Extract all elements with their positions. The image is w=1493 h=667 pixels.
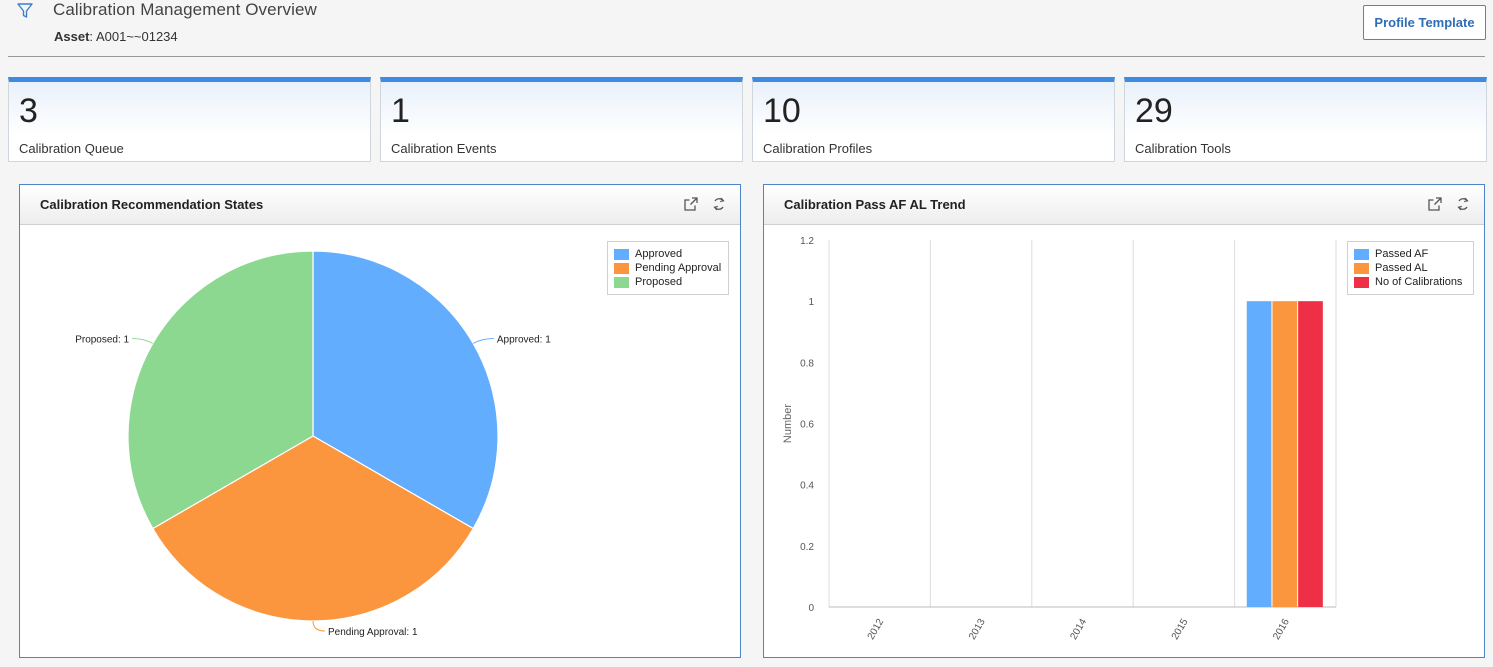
pie-label-connector — [312, 620, 326, 632]
refresh-icon[interactable] — [1455, 196, 1471, 212]
legend-label: Pending Approval — [635, 262, 722, 274]
pie-slice-proposed[interactable] — [127, 250, 314, 530]
pie-data-label-proposed: Proposed: 1 — [75, 335, 129, 346]
y-tick-label: 0.2 — [800, 542, 814, 553]
kpi-label: Calibration Events — [391, 141, 497, 156]
y-tick-label: 0.4 — [800, 481, 814, 492]
filter-icon[interactable] — [16, 2, 34, 20]
y-tick-label: 1.2 — [800, 236, 814, 247]
kpi-calibration-events[interactable]: 1 Calibration Events — [380, 77, 743, 162]
legend-item-passed-af[interactable]: Passed AF — [1354, 247, 1467, 261]
recommendation-states-panel: Calibration Recommendation States Approv… — [19, 184, 741, 658]
bar-passed-af-2016[interactable] — [1246, 301, 1272, 607]
legend-item-passed-al[interactable]: Passed AL — [1354, 261, 1467, 275]
legend-swatch — [1354, 262, 1369, 274]
kpi-value: 3 — [19, 92, 38, 130]
pie-slice-approved[interactable] — [312, 250, 499, 530]
profile-template-button[interactable]: Profile Template — [1363, 5, 1486, 40]
x-tick-label: 2014 — [1068, 617, 1089, 642]
kpi-calibration-tools[interactable]: 29 Calibration Tools — [1124, 77, 1487, 162]
x-tick-label: 2012 — [866, 617, 887, 642]
legend-label: Proposed — [635, 276, 683, 288]
pie-label-connector — [132, 338, 154, 344]
pass-af-al-trend-panel: Calibration Pass AF AL Trend 0 0.2 0.4 0.6 0… — [763, 184, 1485, 658]
kpi-label: Calibration Tools — [1135, 141, 1231, 156]
legend-swatch — [1354, 248, 1369, 260]
header-divider — [8, 56, 1485, 57]
external-link-icon[interactable] — [1427, 196, 1443, 212]
bar-chart: 0 0.2 0.4 0.6 0.8 1 1.2 Number 2012 2013 2014 2015 2… — [782, 236, 1337, 642]
kpi-value: 10 — [763, 92, 801, 130]
refresh-icon[interactable] — [711, 196, 727, 212]
legend-item-no-of-calibrations[interactable]: No of Calibrations — [1354, 275, 1467, 289]
panel-title: Calibration Recommendation States — [40, 197, 264, 212]
page-header: Calibration Management Overview Asset: A… — [0, 0, 1493, 58]
kpi-calibration-queue[interactable]: 3 Calibration Queue — [8, 77, 371, 162]
external-link-icon[interactable] — [683, 196, 699, 212]
legend-swatch — [614, 248, 629, 260]
panel-header: Calibration Pass AF AL Trend — [764, 185, 1484, 225]
legend-label: Passed AF — [1375, 248, 1429, 260]
legend-item-pending-approval[interactable]: Pending Approval — [614, 261, 722, 275]
y-axis-label: Number — [782, 404, 794, 443]
pie-slice-pending-approval[interactable] — [151, 435, 475, 622]
pie-legend: Approved Pending Approval Proposed — [607, 241, 729, 295]
legend-swatch — [614, 262, 629, 274]
pie-data-label-approved: Approved: 1 — [497, 335, 551, 346]
asset-value: A001~~01234 — [95, 29, 178, 44]
x-tick-label: 2016 — [1271, 617, 1292, 642]
kpi-value: 1 — [391, 92, 410, 130]
bar-passed-al-2016[interactable] — [1272, 301, 1298, 607]
kpi-label: Calibration Profiles — [763, 141, 873, 156]
y-tick-label: 0 — [808, 603, 814, 614]
panel-title: Calibration Pass AF AL Trend — [784, 197, 966, 212]
pie-label-connector — [472, 338, 494, 344]
legend-item-approved[interactable]: Approved — [614, 247, 722, 261]
panel-header: Calibration Recommendation States — [20, 185, 740, 225]
bar-no-of-calibrations-2016[interactable] — [1298, 301, 1323, 607]
kpi-label: Calibration Queue — [19, 141, 124, 156]
pie-chart: Approved: 1 Pending Approval: 1 Proposed: … — [75, 250, 551, 638]
page-title: Calibration Management Overview — [53, 0, 317, 19]
x-tick-label: 2015 — [1170, 617, 1191, 642]
legend-label: No of Calibrations — [1375, 276, 1463, 288]
y-tick-label: 0.6 — [800, 420, 814, 431]
x-tick-label: 2013 — [967, 617, 988, 642]
y-tick-label: 1 — [808, 297, 814, 308]
y-tick-label: 0.8 — [800, 358, 814, 369]
asset-info: Asset: A001~~01234 — [54, 29, 178, 44]
legend-swatch — [614, 276, 629, 288]
asset-label: Asset — [54, 29, 90, 44]
legend-item-proposed[interactable]: Proposed — [614, 275, 722, 289]
kpi-calibration-profiles[interactable]: 10 Calibration Profiles — [752, 77, 1115, 162]
legend-swatch — [1354, 276, 1369, 288]
bar-legend: Passed AF Passed AL No of Calibrations — [1347, 241, 1474, 295]
kpi-value: 29 — [1135, 92, 1173, 130]
legend-label: Approved — [635, 248, 683, 260]
legend-label: Passed AL — [1375, 262, 1428, 274]
pie-data-label-pending-approval: Pending Approval: 1 — [328, 627, 418, 638]
